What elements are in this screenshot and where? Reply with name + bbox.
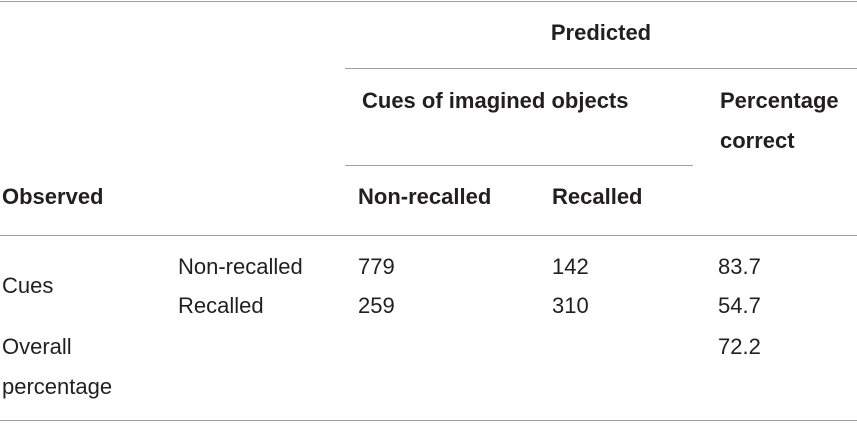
cell: 310 [552,293,589,318]
cell: 54.7 [718,293,761,318]
header-percentage: Percentage correct [720,88,839,153]
cell: 779 [358,254,395,279]
row-group: Cues [2,273,54,298]
cell: 142 [552,254,589,279]
rule [0,420,857,421]
header-column: Recalled [552,184,643,209]
rule [345,68,857,69]
header-predicted: Predicted [550,20,652,45]
rule [0,1,857,2]
header-column: Non-recalled [358,184,492,209]
cell: 259 [358,293,395,318]
header-observed: Observed [2,184,104,209]
cell: 83.7 [718,254,761,279]
rule [345,165,693,166]
cell: 72.2 [718,334,761,359]
row-label: Overall percentage [2,334,113,399]
header-cues-group: Cues of imagined objects [362,88,629,113]
row-label: Non-recalled [178,254,303,279]
rule [0,235,857,236]
row-label: Recalled [178,293,264,318]
